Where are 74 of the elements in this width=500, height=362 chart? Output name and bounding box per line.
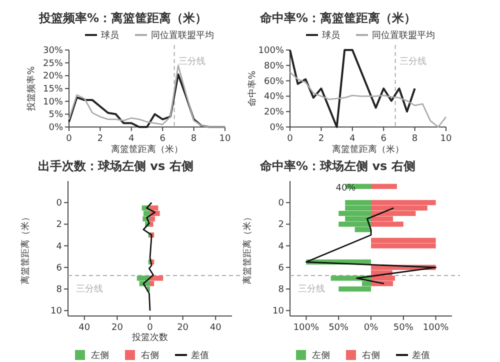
- x-tick-label: 10: [219, 134, 231, 144]
- legend-label: 右侧: [141, 350, 159, 361]
- y-tick-label: 15%: [42, 84, 64, 94]
- y-axis-title: 命中率%: [247, 70, 258, 106]
- x-tick-label: 2: [97, 134, 104, 144]
- chart-title: 命中率%：球场左侧 vs 右侧: [259, 159, 416, 173]
- x-tick-label: 8: [412, 134, 418, 144]
- x-tick-label: 0: [287, 134, 294, 144]
- x-tick-label: 0: [147, 323, 154, 333]
- x-axis-title: 离篮筐距离（米）: [111, 144, 183, 155]
- legend-label: 球员: [101, 30, 119, 41]
- y-axis-title: 投篮频率%: [26, 66, 37, 112]
- y-axis-title: 离篮筐距离（米）: [242, 212, 253, 284]
- x-tick-label: 100%: [293, 323, 320, 333]
- y-tick-label: 5%: [48, 110, 64, 120]
- y-tick-label: 8: [56, 285, 62, 295]
- x-tick-label: 2: [318, 134, 324, 144]
- legend-label: 差值: [191, 350, 209, 361]
- y-tick-label: 0%: [270, 123, 284, 133]
- y-tick-label: 60%: [264, 76, 284, 87]
- y-tick-label: 6: [56, 263, 62, 274]
- y-tick-label: 100%: [258, 46, 284, 56]
- x-tick-label: 6: [380, 134, 387, 144]
- chart-title: 投篮频率%：离篮筐距离（米）: [38, 11, 208, 25]
- ref-line-label: 三分线: [298, 284, 325, 294]
- y-tick-label: 25%: [42, 58, 64, 69]
- x-tick-label: 40: [78, 323, 90, 333]
- ref-line-label: 三分线: [76, 284, 103, 294]
- x-tick-label: 20: [177, 323, 189, 333]
- y-tick-label: 10: [272, 306, 284, 317]
- legend-label: 左侧: [91, 350, 109, 361]
- y-tick-label: 30%: [42, 46, 64, 56]
- x-tick-label: 0: [66, 134, 72, 144]
- legend-label: 右侧: [362, 350, 380, 361]
- x-tick-label: 4: [350, 134, 356, 144]
- legend-label: 同位置联盟平均: [372, 30, 435, 41]
- legend-label: 球员: [322, 30, 340, 41]
- ref-line-label: 三分线: [178, 56, 206, 67]
- x-tick-label: 20: [111, 323, 124, 333]
- y-tick-label: 6: [278, 263, 284, 274]
- x-tick-label: 8: [190, 134, 197, 144]
- x-tick-label: 6: [160, 134, 166, 144]
- y-tick-label: 20%: [42, 72, 64, 82]
- y-tick-label: 8: [278, 285, 284, 295]
- y-tick-label: 4: [56, 242, 62, 252]
- legend-label: 同位置联盟平均: [151, 30, 214, 41]
- ref-line-label: 三分线: [399, 56, 426, 67]
- x-tick-label: 10: [440, 134, 452, 144]
- legend-label: 左侧: [312, 350, 330, 361]
- y-tick-label: 10: [50, 306, 62, 317]
- y-tick-label: 0: [278, 198, 284, 209]
- y-tick-label: 40%: [264, 92, 284, 102]
- annotation: 40%: [336, 183, 356, 194]
- legend-label: 差值: [412, 350, 430, 361]
- x-tick-label: 100%: [422, 323, 450, 333]
- y-tick-label: 10%: [42, 97, 64, 108]
- chart-title: 命中率%：离篮筐距离（米）: [259, 11, 416, 25]
- y-tick-label: 0: [56, 198, 62, 209]
- chart-title: 出手次数：球场左侧 vs 右侧: [38, 159, 194, 173]
- y-tick-label: 4: [278, 242, 284, 252]
- y-axis-title: 离篮筐距离（米）: [20, 212, 31, 284]
- x-axis-title: 离篮筐距离（米）: [332, 144, 404, 155]
- x-tick-label: 4: [128, 134, 135, 144]
- x-tick-label: 40: [210, 323, 222, 333]
- x-tick-label: 50%: [393, 323, 414, 333]
- x-axis-title: 投篮次数: [131, 332, 168, 343]
- x-tick-label: 50%: [328, 323, 350, 333]
- bar: [371, 184, 397, 189]
- y-tick-label: 80%: [264, 61, 284, 72]
- y-tick-label: 0%: [48, 123, 64, 133]
- x-tick-label: 0%: [364, 323, 379, 333]
- y-tick-label: 2: [278, 220, 284, 230]
- y-tick-label: 2: [56, 220, 62, 230]
- y-tick-label: 20%: [264, 108, 284, 118]
